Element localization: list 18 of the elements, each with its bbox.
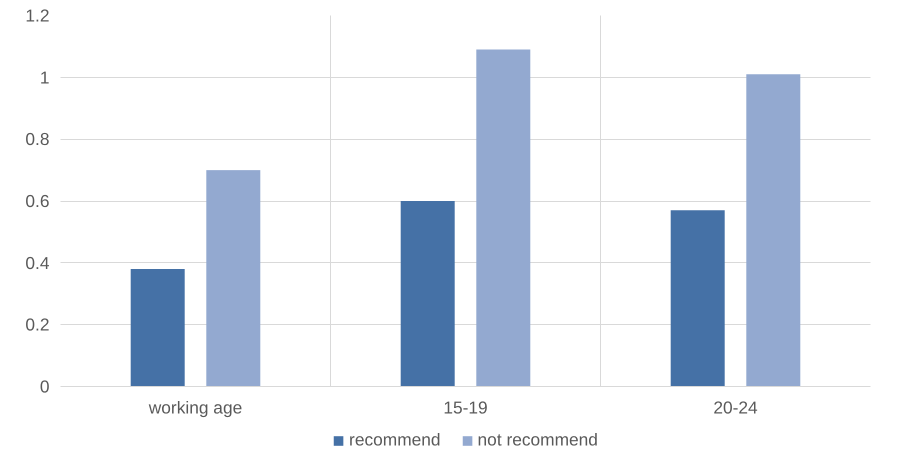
legend-label: recommend [349,430,441,450]
bar [670,210,725,386]
bar [476,50,530,386]
y-tick-label: 0.6 [25,191,50,211]
bar [400,201,455,386]
bar [746,74,800,386]
y-tick-label: 0.4 [25,252,50,273]
y-tick-label: 0 [40,376,50,396]
x-tick-label: working age [148,398,242,418]
y-tick-label: 0.2 [25,314,50,335]
legend-label: not recommend [478,430,598,450]
y-tick-label: 0.8 [25,129,50,150]
y-tick-label: 1 [40,67,50,88]
x-tick-label: 15-19 [443,398,488,418]
x-tick-label: 20-24 [713,398,758,418]
y-tick-label: 1.2 [25,6,50,26]
bar [206,170,260,386]
bar [130,269,185,386]
